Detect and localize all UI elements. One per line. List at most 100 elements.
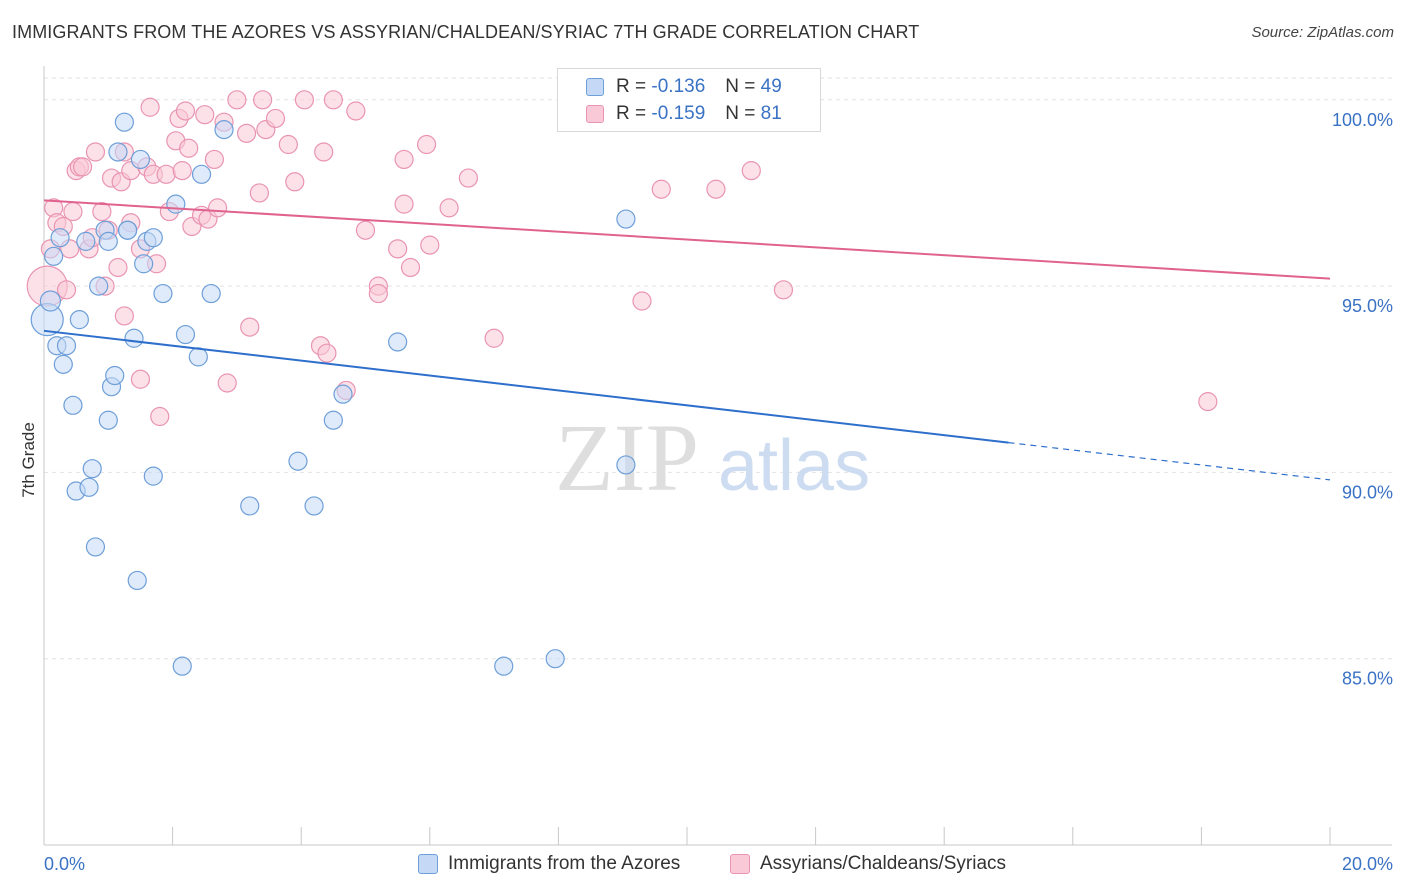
point-assyrians (355, 220, 376, 240)
point-azores (69, 310, 89, 330)
legend-row-assyrians: R = -0.159 N = 81 (558, 101, 782, 127)
series-assyrians-points (26, 90, 1218, 427)
point-assyrians (400, 257, 421, 278)
point-assyrians (204, 149, 224, 170)
gridlines (44, 77, 1392, 660)
point-azores (153, 283, 173, 304)
point-assyrians (179, 138, 199, 158)
point-assyrians (156, 164, 176, 184)
legend-row-azores: R = -0.136 N = 49 (558, 74, 782, 100)
y-tick-label: 85.0% (1342, 669, 1393, 689)
point-assyrians (236, 123, 257, 143)
point-assyrians (420, 235, 440, 255)
legend-r-value: -0.136 (651, 76, 706, 97)
point-azores (44, 246, 64, 266)
bottom-legend-label: Assyrians/Chaldeans/Syriacs (760, 853, 1007, 874)
point-assyrians (278, 134, 298, 155)
trend-line-azores-extension (1008, 442, 1331, 481)
point-assyrians (130, 369, 151, 389)
bottom-legend-azores: Immigrants from the Azores (418, 850, 680, 878)
point-assyrians (294, 90, 315, 110)
legend-n-value: 81 (760, 103, 782, 124)
legend-r-value: -0.159 (651, 103, 706, 124)
legend-swatch-blue (586, 78, 604, 96)
point-azores (304, 496, 324, 516)
point-assyrians (175, 101, 196, 121)
legend-n-label: N = (725, 76, 756, 97)
point-assyrians (114, 306, 134, 326)
point-azores (98, 410, 118, 430)
point-assyrians (208, 198, 228, 218)
point-assyrians (632, 291, 652, 311)
watermark-atlas: atlas (718, 426, 870, 506)
point-azores (105, 365, 125, 386)
point-azores (63, 395, 83, 415)
point-assyrians (388, 239, 408, 259)
point-azores (188, 347, 208, 367)
point-assyrians (150, 406, 170, 427)
point-azores (85, 537, 106, 557)
point-assyrians (92, 201, 112, 222)
legend-swatch-pink (586, 105, 604, 123)
point-azores (333, 384, 353, 404)
point-assyrians (773, 280, 794, 300)
x-tick-label: 20.0% (1342, 854, 1393, 874)
point-azores (114, 112, 134, 132)
chart-title: IMMIGRANTS FROM THE AZORES VS ASSYRIAN/C… (12, 22, 920, 42)
point-azores (82, 459, 102, 479)
point-assyrians (56, 280, 77, 300)
bottom-legend-assyrians: Assyrians/Chaldeans/Syriacs (730, 850, 1006, 878)
point-assyrians (265, 108, 286, 129)
point-azores (76, 231, 96, 251)
point-azores (616, 209, 636, 229)
point-azores (545, 649, 565, 669)
point-assyrians (240, 317, 260, 337)
point-azores (172, 656, 192, 676)
point-assyrians (394, 194, 414, 214)
point-assyrians (108, 257, 128, 278)
point-azores (127, 570, 147, 591)
point-assyrians (706, 179, 726, 199)
point-azores (89, 276, 109, 296)
point-azores (143, 228, 163, 248)
point-azores (616, 455, 636, 475)
point-assyrians (63, 201, 83, 222)
axes (43, 66, 1392, 846)
point-assyrians (314, 142, 334, 162)
legend-n-value: 49 (760, 76, 782, 97)
point-assyrians (346, 101, 366, 121)
bottom-legend-swatch-pink (730, 854, 750, 874)
point-azores (134, 254, 154, 274)
y-tick-label: 95.0% (1342, 296, 1393, 316)
point-assyrians (140, 97, 160, 117)
trend-lines (43, 199, 1331, 481)
legend-n-label: N = (725, 103, 756, 124)
point-assyrians (249, 183, 270, 203)
point-azores (323, 410, 343, 430)
point-assyrians (317, 343, 337, 363)
point-azores (240, 496, 260, 516)
point-azores (214, 120, 234, 140)
x-tick-label: 0.0% (44, 854, 85, 874)
trend-line-azores (43, 329, 1009, 444)
point-assyrians (217, 373, 237, 393)
bottom-legend-label: Immigrants from the Azores (448, 853, 681, 874)
point-assyrians (439, 198, 459, 218)
series-azores-points (30, 90, 761, 676)
tick-labels: 85.0% 90.0% 95.0% 100.0% 0.0% 20.0% (44, 110, 1393, 874)
point-assyrians (72, 157, 93, 177)
y-tick-label: 100.0% (1332, 110, 1393, 130)
point-azores (175, 324, 196, 345)
point-assyrians (458, 168, 478, 188)
point-azores (124, 328, 144, 348)
y-tick-label: 90.0% (1342, 482, 1393, 502)
point-azores (39, 290, 62, 312)
point-assyrians (253, 90, 273, 110)
bottom-legend-swatch-blue (418, 854, 438, 874)
point-azores (166, 194, 186, 214)
point-azores (117, 220, 138, 240)
point-azores (130, 149, 151, 170)
point-azores (191, 164, 212, 184)
point-azores (201, 283, 221, 304)
point-azores (494, 656, 514, 676)
